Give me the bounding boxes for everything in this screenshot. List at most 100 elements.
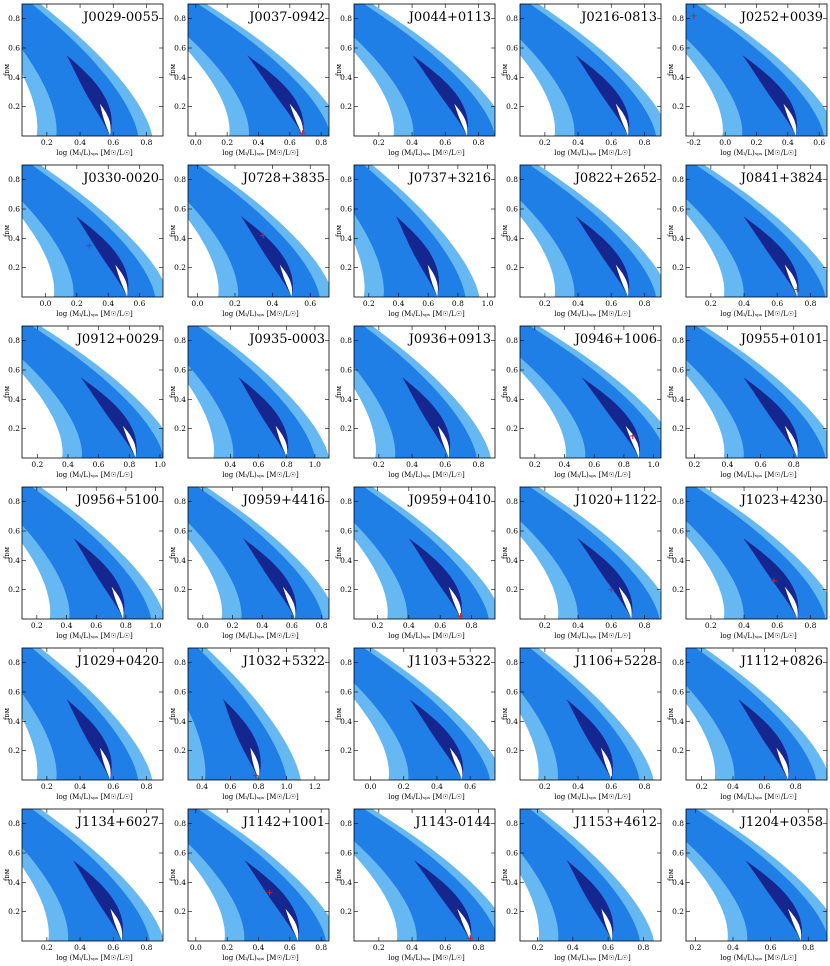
x-tick-label: 1.0 bbox=[309, 460, 321, 469]
best-fit-core bbox=[122, 425, 136, 458]
panel-title: J1142+1001 bbox=[241, 815, 325, 830]
panel-title: J0912+0029 bbox=[75, 332, 159, 347]
x-tick-label: 0.8 bbox=[466, 621, 478, 630]
y-tick-label: 0.6 bbox=[174, 366, 186, 375]
x-tick-label: 0.0 bbox=[190, 138, 202, 147]
chart-panel: 0.2 0.4 0.6 0.8 0.2 0.4 0.6 0.8 J0044+0113 log (M… bbox=[335, 3, 496, 157]
y-axis-label: fᴅᴍ bbox=[667, 707, 675, 720]
x-tick-label: 0.4 bbox=[61, 621, 73, 630]
x-tick-label: 0.2 bbox=[363, 299, 375, 308]
y-tick-label: 0.8 bbox=[174, 819, 186, 828]
x-tick-label: 0.2 bbox=[696, 782, 708, 791]
chart-panel: 0.2 0.4 0.6 0.8 0.2 0.4 0.6 0.8 J1143-0144 log (M… bbox=[335, 808, 496, 962]
x-tick-label: 0.6 bbox=[439, 460, 451, 469]
x-tick-label: 1.0 bbox=[154, 460, 166, 469]
band-inner bbox=[581, 377, 640, 458]
y-tick-label: 0.6 bbox=[340, 366, 352, 375]
x-tick-label: 0.4 bbox=[572, 621, 584, 630]
plot-frame bbox=[353, 164, 496, 298]
y-tick-label: 0.2 bbox=[672, 263, 684, 272]
panel-title: J1143-0144 bbox=[413, 815, 491, 830]
band-inner bbox=[243, 538, 297, 619]
chart-panel: 0.4 0.6 0.8 1.0 0.2 0.4 0.6 0.8 J0935-0003 log (M… bbox=[169, 325, 330, 479]
y-tick-label: 0.6 bbox=[506, 527, 518, 536]
y-tick-label: 0.4 bbox=[672, 234, 684, 243]
x-tick-label: 0.4 bbox=[267, 299, 279, 308]
panel-title: J0959+4416 bbox=[241, 493, 325, 508]
x-tick-label: 0.4 bbox=[722, 460, 734, 469]
best-fit-marker bbox=[252, 772, 259, 779]
x-tick-label: 0.6 bbox=[284, 943, 296, 952]
y-tick-label: 0.4 bbox=[672, 878, 684, 887]
x-tick-label: 0.8 bbox=[804, 621, 816, 630]
x-axis-label: log (Mₗ/L)ₛₚₛ [M☉/L☉] bbox=[388, 793, 465, 801]
y-tick-label: 0.6 bbox=[506, 366, 518, 375]
y-tick-label: 0.6 bbox=[8, 366, 20, 375]
band-inner bbox=[396, 216, 439, 297]
contour-layer bbox=[520, 809, 654, 941]
best-fit-core bbox=[427, 264, 438, 297]
best-fit-marker bbox=[794, 286, 801, 293]
y-axis-label: fᴅᴍ bbox=[335, 546, 343, 559]
x-axis-label: log (Mₗ/L)ₛₚₛ [M☉/L☉] bbox=[720, 149, 797, 157]
y-tick-label: 0.8 bbox=[506, 14, 518, 23]
chart-panel: 0.2 0.4 0.6 0.8 1.0 0.2 0.4 0.6 0.8 J0956+5100 log… bbox=[3, 486, 164, 640]
x-tick-label: 0.0 bbox=[40, 299, 52, 308]
x-tick-label: 0.4 bbox=[74, 782, 86, 791]
plot-frame bbox=[685, 486, 828, 620]
y-tick-label: 0.8 bbox=[8, 497, 20, 506]
x-tick-label: 0.8 bbox=[253, 782, 265, 791]
best-fit-marker bbox=[629, 433, 636, 439]
best-fit-marker bbox=[266, 889, 273, 896]
best-fit-core bbox=[783, 103, 797, 136]
chart-panel: 0.2 0.4 0.6 0.8 0.2 0.4 0.6 0.8 J1023+4230 log (M… bbox=[667, 486, 828, 640]
x-tick-label: 0.2 bbox=[372, 621, 384, 630]
panel-title: J0737+3216 bbox=[407, 171, 491, 186]
y-tick-label: 0.2 bbox=[8, 585, 20, 594]
contour-layer bbox=[686, 326, 827, 458]
chart-panel: 0.4 0.6 0.8 1.0 1.2 0.2 0.4 0.6 0.8 J1032+5322 log… bbox=[169, 647, 330, 801]
contour-layer bbox=[188, 648, 301, 780]
band-inner bbox=[402, 377, 451, 458]
y-tick-label: 0.4 bbox=[8, 73, 20, 82]
y-tick-label: 0.2 bbox=[506, 907, 518, 916]
x-axis-label: log (Mₗ/L)ₛₚₛ [M☉/L☉] bbox=[720, 310, 797, 318]
x-axis-label: log (Mₗ/L)ₛₚₛ [M☉/L☉] bbox=[388, 954, 465, 962]
band-inner bbox=[743, 377, 799, 458]
y-axis-label: fᴅᴍ bbox=[501, 546, 509, 559]
x-tick-label: 0.4 bbox=[572, 138, 584, 147]
y-tick-label: 0.6 bbox=[506, 688, 518, 697]
x-axis-label: log (Mₗ/L)ₛₚₛ [M☉/L☉] bbox=[56, 793, 133, 801]
x-tick-label: 0.4 bbox=[738, 299, 750, 308]
best-fit-core bbox=[110, 908, 123, 941]
y-tick-label: 0.6 bbox=[8, 205, 20, 214]
contour-layer bbox=[686, 809, 827, 941]
y-tick-label: 0.6 bbox=[672, 44, 684, 53]
y-axis-label: fᴅᴍ bbox=[501, 707, 509, 720]
y-tick-label: 0.2 bbox=[340, 585, 352, 594]
contour-layer bbox=[354, 326, 491, 458]
contour-layer bbox=[686, 487, 827, 619]
y-tick-label: 0.8 bbox=[8, 14, 20, 23]
x-tick-label: 0.2 bbox=[532, 943, 544, 952]
panel-title: J0044+0113 bbox=[407, 10, 491, 25]
y-axis-label: fᴅᴍ bbox=[169, 63, 177, 76]
y-tick-label: 0.8 bbox=[506, 819, 518, 828]
x-axis-label: log (Mₗ/L)ₛₚₛ [M☉/L☉] bbox=[388, 310, 465, 318]
best-fit-marker bbox=[770, 577, 777, 584]
y-tick-label: 0.2 bbox=[506, 102, 518, 111]
panel-title: J0216-0813 bbox=[579, 10, 657, 25]
plot-frame bbox=[353, 325, 496, 459]
band-inner bbox=[577, 538, 633, 619]
y-tick-label: 0.4 bbox=[340, 556, 352, 565]
x-tick-label: 0.4 bbox=[406, 943, 418, 952]
best-fit-core bbox=[457, 908, 471, 941]
x-tick-label: 0.8 bbox=[140, 943, 152, 952]
y-tick-label: 0.8 bbox=[672, 819, 684, 828]
x-axis-label: log (Mₗ/L)ₛₚₛ [M☉/L☉] bbox=[222, 632, 299, 640]
x-tick-label: 0.6 bbox=[605, 138, 617, 147]
y-tick-label: 0.8 bbox=[340, 336, 352, 345]
y-tick-label: 0.2 bbox=[340, 263, 352, 272]
x-axis-label: log (Mₗ/L)ₛₚₛ [M☉/L☉] bbox=[222, 954, 299, 962]
plot-frame bbox=[353, 3, 496, 137]
